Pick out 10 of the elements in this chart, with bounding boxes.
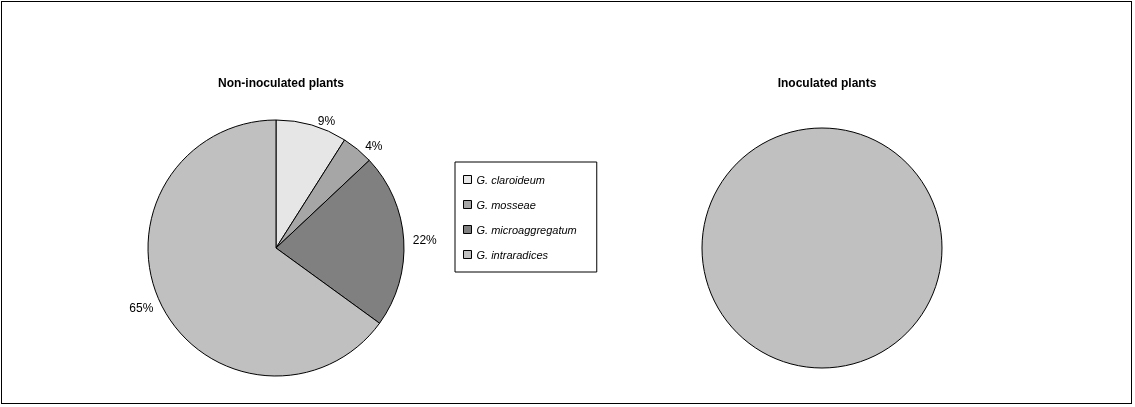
legend-label: G. mosseae <box>476 198 536 211</box>
data-label: 65% <box>129 300 154 315</box>
data-label: 22% <box>412 232 438 247</box>
chart-title: Inoculated plants <box>777 76 877 90</box>
data-label: 4% <box>365 139 383 154</box>
chart-title: Non-inoculated plants <box>218 76 345 90</box>
legend-label: G. claroideum <box>476 173 545 186</box>
legend-label: G. microaggregatum <box>476 223 577 236</box>
legend-label: G. intraradices <box>476 248 549 261</box>
data-label: 9% <box>317 114 336 129</box>
